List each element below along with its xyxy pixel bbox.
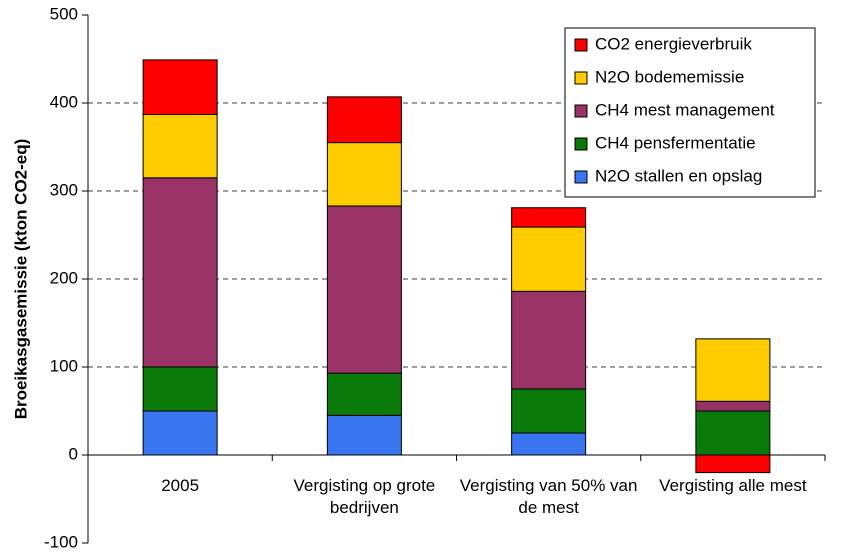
y-tick-label: 200: [50, 268, 78, 287]
y-tick-label: -100: [44, 532, 78, 551]
y-tick-label: 500: [50, 4, 78, 23]
bar-segment: [142, 177, 218, 368]
legend-label: N2O bodememissie: [595, 67, 744, 86]
y-axis-title: Broeikasgasemissie (kton CO2-eq): [11, 139, 30, 420]
bar-segment: [511, 432, 587, 456]
bar-segment: [511, 388, 587, 434]
bar-segment: [326, 142, 402, 207]
x-tick-label: Vergisting op grote bedrijven: [293, 476, 436, 517]
bar-segment: [695, 410, 771, 456]
bar-segment: [511, 290, 587, 390]
legend-label: N2O stallen en opslag: [595, 166, 762, 185]
legend-swatch: [574, 170, 588, 184]
y-tick-label: 400: [50, 92, 78, 111]
legend-swatch: [574, 137, 588, 151]
bar-segment: [511, 226, 587, 292]
bar-segment: [326, 372, 402, 416]
y-tick-label: 0: [69, 444, 78, 463]
x-tick-label: 2005: [161, 476, 200, 495]
x-tick-label: Vergisting alle mest: [659, 476, 807, 495]
bar-segment: [142, 366, 218, 412]
legend-swatch: [574, 104, 588, 118]
bar-segment: [142, 113, 218, 179]
bar-segment: [326, 96, 402, 144]
legend-swatch: [574, 71, 588, 85]
legend-label: CH4 mest management: [595, 100, 775, 119]
bar-segment: [326, 414, 402, 456]
bar-segment: [695, 454, 771, 474]
y-tick-label: 300: [50, 180, 78, 199]
bar-segment: [142, 59, 218, 115]
x-tick-label: Vergisting van 50% van de mest: [459, 476, 638, 517]
bar-segment: [326, 205, 402, 374]
bar-segment: [511, 207, 587, 228]
bar-segment: [695, 400, 771, 412]
legend-label: CO2 energieverbruik: [595, 34, 752, 53]
bar-segment: [695, 338, 771, 402]
legend-swatch: [574, 38, 588, 52]
legend-label: CH4 pensfermentatie: [595, 133, 756, 152]
y-tick-label: 100: [50, 356, 78, 375]
bar-segment: [142, 410, 218, 456]
legend-box: [564, 27, 816, 198]
